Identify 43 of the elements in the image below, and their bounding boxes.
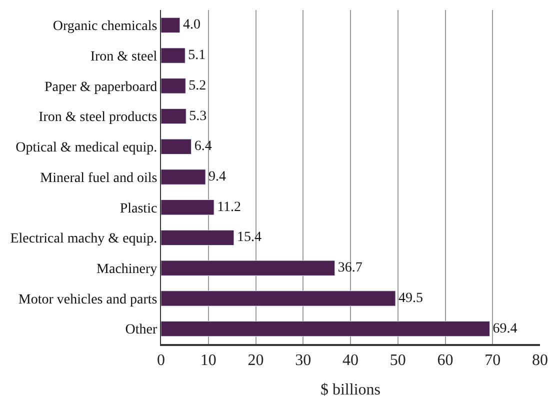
x-tick-label: 80 <box>532 352 548 370</box>
bar <box>161 108 186 124</box>
data-label: 49.5 <box>398 290 424 306</box>
y-tick-label: Electrical machy & equip. <box>10 232 158 247</box>
bar <box>161 320 490 337</box>
x-tick-label: 70 <box>484 352 501 370</box>
y-tick-label: Motor vehicles and parts <box>18 292 158 308</box>
bar <box>161 169 206 185</box>
y-tick-label: Mineral fuel and oils <box>40 170 158 186</box>
y-tick-label: Plastic <box>120 201 158 216</box>
y-tick-label: Machinery <box>96 262 158 277</box>
x-tick-label: 0 <box>157 352 165 370</box>
bar <box>161 48 186 64</box>
data-label: 5.2 <box>188 78 206 94</box>
data-label: 69.4 <box>492 321 518 336</box>
x-tick-label: 20 <box>248 352 264 370</box>
bar <box>161 138 192 154</box>
x-tick-label: 30 <box>295 352 312 370</box>
y-tick-label: Paper & paperboard <box>44 80 158 95</box>
data-label: 6.4 <box>194 139 212 154</box>
y-tick-label: Other <box>125 322 158 338</box>
bar <box>161 78 186 94</box>
y-tick-label: Iron & steel <box>90 49 158 64</box>
data-label: 9.4 <box>208 170 226 184</box>
x-tick-label: 10 <box>200 352 216 370</box>
bar <box>161 200 214 216</box>
bar <box>161 17 180 34</box>
bar <box>161 290 396 306</box>
x-tick-label: 50 <box>390 352 406 370</box>
y-tick-label: Optical & medical equip. <box>16 140 158 156</box>
data-label: 11.2 <box>217 200 242 215</box>
data-label: 4.0 <box>182 18 200 33</box>
bar <box>161 260 336 276</box>
data-label: 5.1 <box>188 48 206 64</box>
data-label: 36.7 <box>338 260 362 276</box>
x-axis-title: $ billions <box>320 381 381 398</box>
y-tick-label: Iron & steel products <box>38 110 158 126</box>
x-tick-label: 60 <box>437 352 454 370</box>
x-tick-label: 40 <box>342 352 358 370</box>
data-label: 5.3 <box>189 108 207 124</box>
y-tick-label: Organic chemicals <box>52 19 158 34</box>
data-label: 15.4 <box>236 230 262 246</box>
bar <box>161 230 234 246</box>
